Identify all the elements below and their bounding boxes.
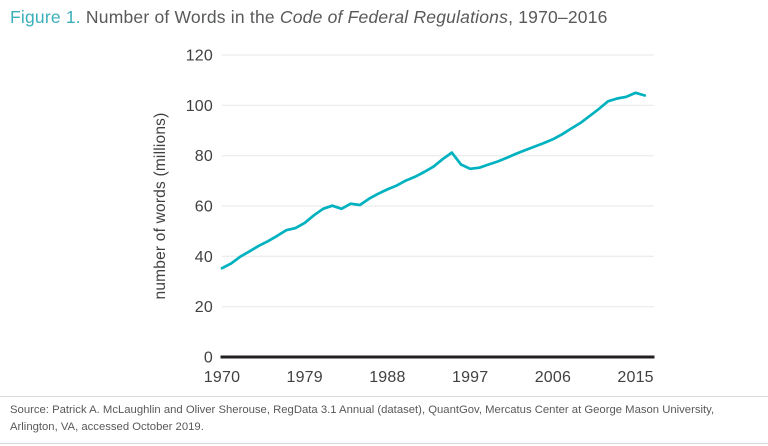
- y-tick-label: 0: [204, 350, 213, 367]
- figure-label: Figure 1.: [10, 7, 81, 27]
- x-tick-label: 2015: [617, 369, 653, 386]
- data-line: [220, 91, 647, 270]
- source-line-2: Arlington, VA, accessed October 2019.: [10, 421, 204, 433]
- y-tick-label: 120: [186, 48, 213, 65]
- y-tick-label: 60: [195, 199, 213, 216]
- y-tick-label: 20: [195, 299, 213, 316]
- y-axis-title: number of words (millions): [152, 113, 169, 300]
- y-tick-label: 80: [195, 148, 213, 165]
- source-note: Source: Patrick A. McLaughlin and Oliver…: [10, 402, 714, 436]
- bottom-border-line: [0, 443, 768, 444]
- title-text: Number of Words in the: [80, 7, 280, 27]
- title-date-range: , 1970–2016: [508, 7, 608, 27]
- y-tick-label: 100: [186, 98, 213, 115]
- x-tick-label: 2006: [535, 369, 571, 386]
- x-tick-label: 1979: [286, 369, 322, 386]
- figure-title: Figure 1. Number of Words in the Code of…: [10, 7, 608, 28]
- y-tick-label: 40: [195, 249, 213, 266]
- divider-line: [0, 396, 768, 397]
- x-tick-label: 1988: [369, 369, 405, 386]
- source-line-1: Source: Patrick A. McLaughlin and Oliver…: [10, 404, 715, 416]
- x-tick-label: 1970: [204, 369, 240, 386]
- x-tick-label: 1997: [452, 369, 488, 386]
- title-italic-text: Code of Federal Regulations: [279, 7, 509, 27]
